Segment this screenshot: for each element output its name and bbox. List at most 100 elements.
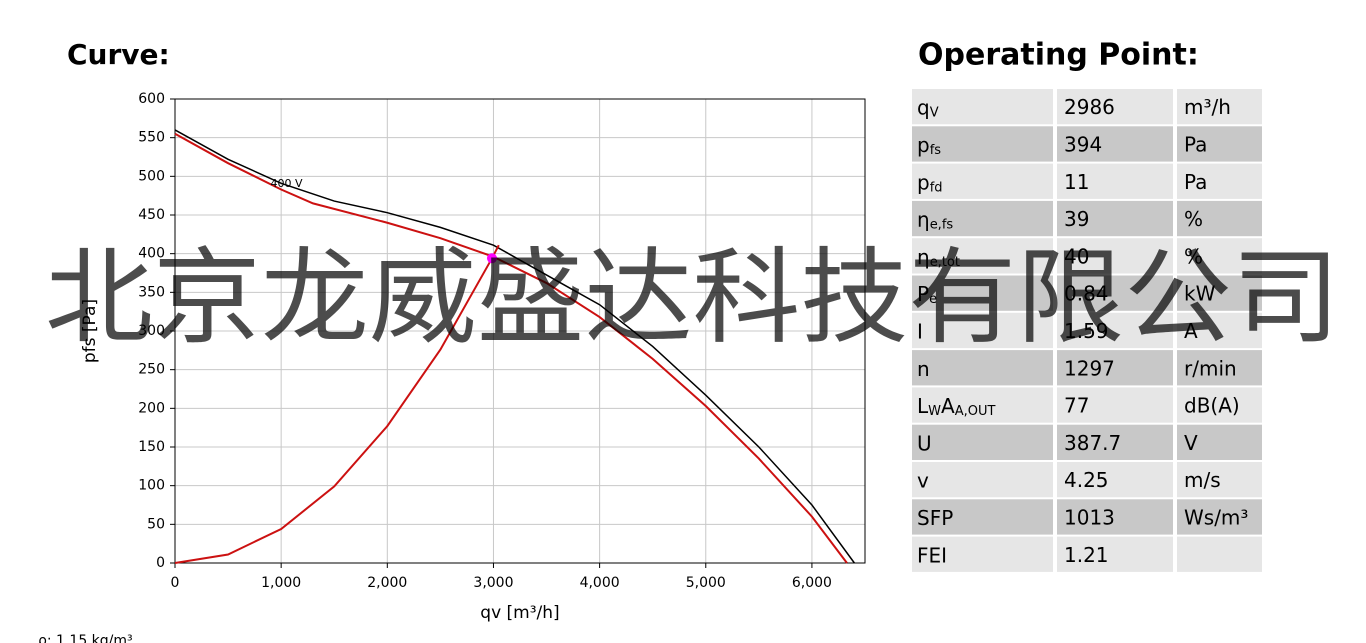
table-cell: [1057, 312, 1173, 349]
row-value: 2986: [1064, 95, 1115, 119]
row-unit: r/min: [1184, 356, 1237, 380]
table-cell: [1177, 462, 1262, 498]
y-tick-label: 400: [138, 246, 165, 262]
label-text: SFP: [917, 505, 953, 529]
curve: [174, 244, 500, 564]
table-cell: [1177, 163, 1262, 199]
table-cell: [912, 424, 1053, 460]
table-cell: [1177, 312, 1262, 349]
x-tick-label: 2,000: [367, 575, 407, 591]
label-subscript: e,fs: [930, 217, 954, 232]
annotation: 400 V: [271, 177, 303, 190]
table-cell: [912, 536, 1053, 572]
row-value: 1.21: [1064, 543, 1109, 567]
table-cell: [1057, 163, 1173, 199]
label-text: L: [917, 394, 929, 418]
table-cell: [1177, 126, 1262, 162]
table-cell: [1177, 387, 1262, 423]
row-value: 11: [1064, 170, 1089, 194]
table-cell: [1057, 89, 1173, 125]
row-label: U: [917, 431, 932, 455]
row-value: 39: [1064, 207, 1089, 231]
chart-title: Curve:: [67, 38, 170, 71]
curve: [174, 132, 848, 564]
y-tick-label: 150: [138, 439, 165, 455]
row-label: ηe,fs: [917, 207, 953, 232]
label-text: p: [917, 132, 930, 156]
x-tick-label: 3,000: [473, 575, 513, 591]
row-unit: m/s: [1184, 468, 1221, 492]
table-cell: [912, 387, 1053, 423]
y-tick-label: 100: [138, 478, 165, 494]
label-subscript: e,tot: [930, 254, 960, 269]
y-tick-label: 450: [138, 207, 165, 223]
table-cell: [1057, 424, 1173, 460]
y-tick-label: 0: [156, 555, 165, 571]
row-value: 4.25: [1064, 468, 1109, 492]
table-cell: [1177, 275, 1262, 311]
x-tick-label: 5,000: [686, 575, 726, 591]
table-cell: [912, 126, 1053, 162]
y-tick-label: 200: [138, 400, 165, 416]
row-unit: V: [1184, 431, 1198, 455]
label-subscript: A,OUT: [955, 404, 996, 419]
table-cell: [1057, 536, 1173, 572]
table-cell: [1057, 126, 1173, 162]
footnote: ρ: 1.15 kg/m³: [38, 633, 133, 643]
x-tick-label: 4,000: [580, 575, 620, 591]
table-cell: [1177, 350, 1262, 386]
label-text: U: [917, 431, 932, 455]
row-label: pfd: [917, 170, 943, 195]
row-value: 0.84: [1064, 282, 1109, 306]
y-tick-label: 500: [138, 168, 165, 184]
row-value: 394: [1064, 132, 1102, 156]
x-tick-label: 0: [171, 575, 180, 591]
y-tick-label: 600: [138, 91, 165, 107]
x-tick-label: 6,000: [792, 575, 832, 591]
x-tick-label: 1,000: [261, 575, 301, 591]
label-subscript: W: [928, 404, 941, 419]
table-cell: [912, 462, 1053, 498]
table-cell: [1177, 200, 1262, 237]
row-unit: m³/h: [1184, 95, 1231, 119]
label-text: η: [917, 207, 930, 231]
table-cell: [1057, 387, 1173, 423]
y-tick-label: 250: [138, 362, 165, 378]
table-cell: [912, 499, 1053, 535]
label-text: FEI: [917, 543, 947, 567]
table-cell: [1177, 238, 1262, 274]
table-cell: [1177, 499, 1262, 535]
table-cell: [1057, 499, 1173, 535]
row-label: Pe: [917, 282, 937, 307]
table-cell: [1177, 89, 1262, 125]
watermark: 北京龙威盛达科技有限公司: [45, 236, 1340, 358]
y-tick-label: 50: [147, 516, 165, 532]
row-unit: Ws/m³: [1184, 505, 1248, 529]
table-cell: [1057, 350, 1173, 386]
label-text: n: [917, 356, 930, 380]
row-label: ηe,tot: [917, 244, 960, 269]
y-tick-label: 550: [138, 130, 165, 146]
row-label: LWAA,OUT: [917, 394, 995, 419]
table-title: Operating Point:: [918, 38, 1199, 73]
row-label: qV: [917, 95, 939, 120]
table-cell: [1177, 536, 1262, 572]
table-cell: [912, 89, 1053, 125]
label-text: v: [917, 468, 929, 492]
y-axis-label: pfs [Pa]: [80, 299, 100, 363]
table-cell: [912, 350, 1053, 386]
row-unit: kW: [1184, 282, 1216, 306]
label-text: P: [917, 282, 929, 306]
label-text: η: [917, 244, 930, 268]
row-value: 1.59: [1064, 319, 1109, 343]
label-subscript: e: [929, 292, 937, 307]
label-text: A: [941, 394, 955, 418]
label-subscript: fs: [930, 142, 942, 157]
y-tick-label: 350: [138, 284, 165, 300]
row-unit: %: [1184, 207, 1203, 231]
row-label: SFP: [917, 505, 953, 529]
table-cell: [1057, 275, 1173, 311]
row-label: n: [917, 356, 930, 380]
table-cell: [1057, 200, 1173, 237]
